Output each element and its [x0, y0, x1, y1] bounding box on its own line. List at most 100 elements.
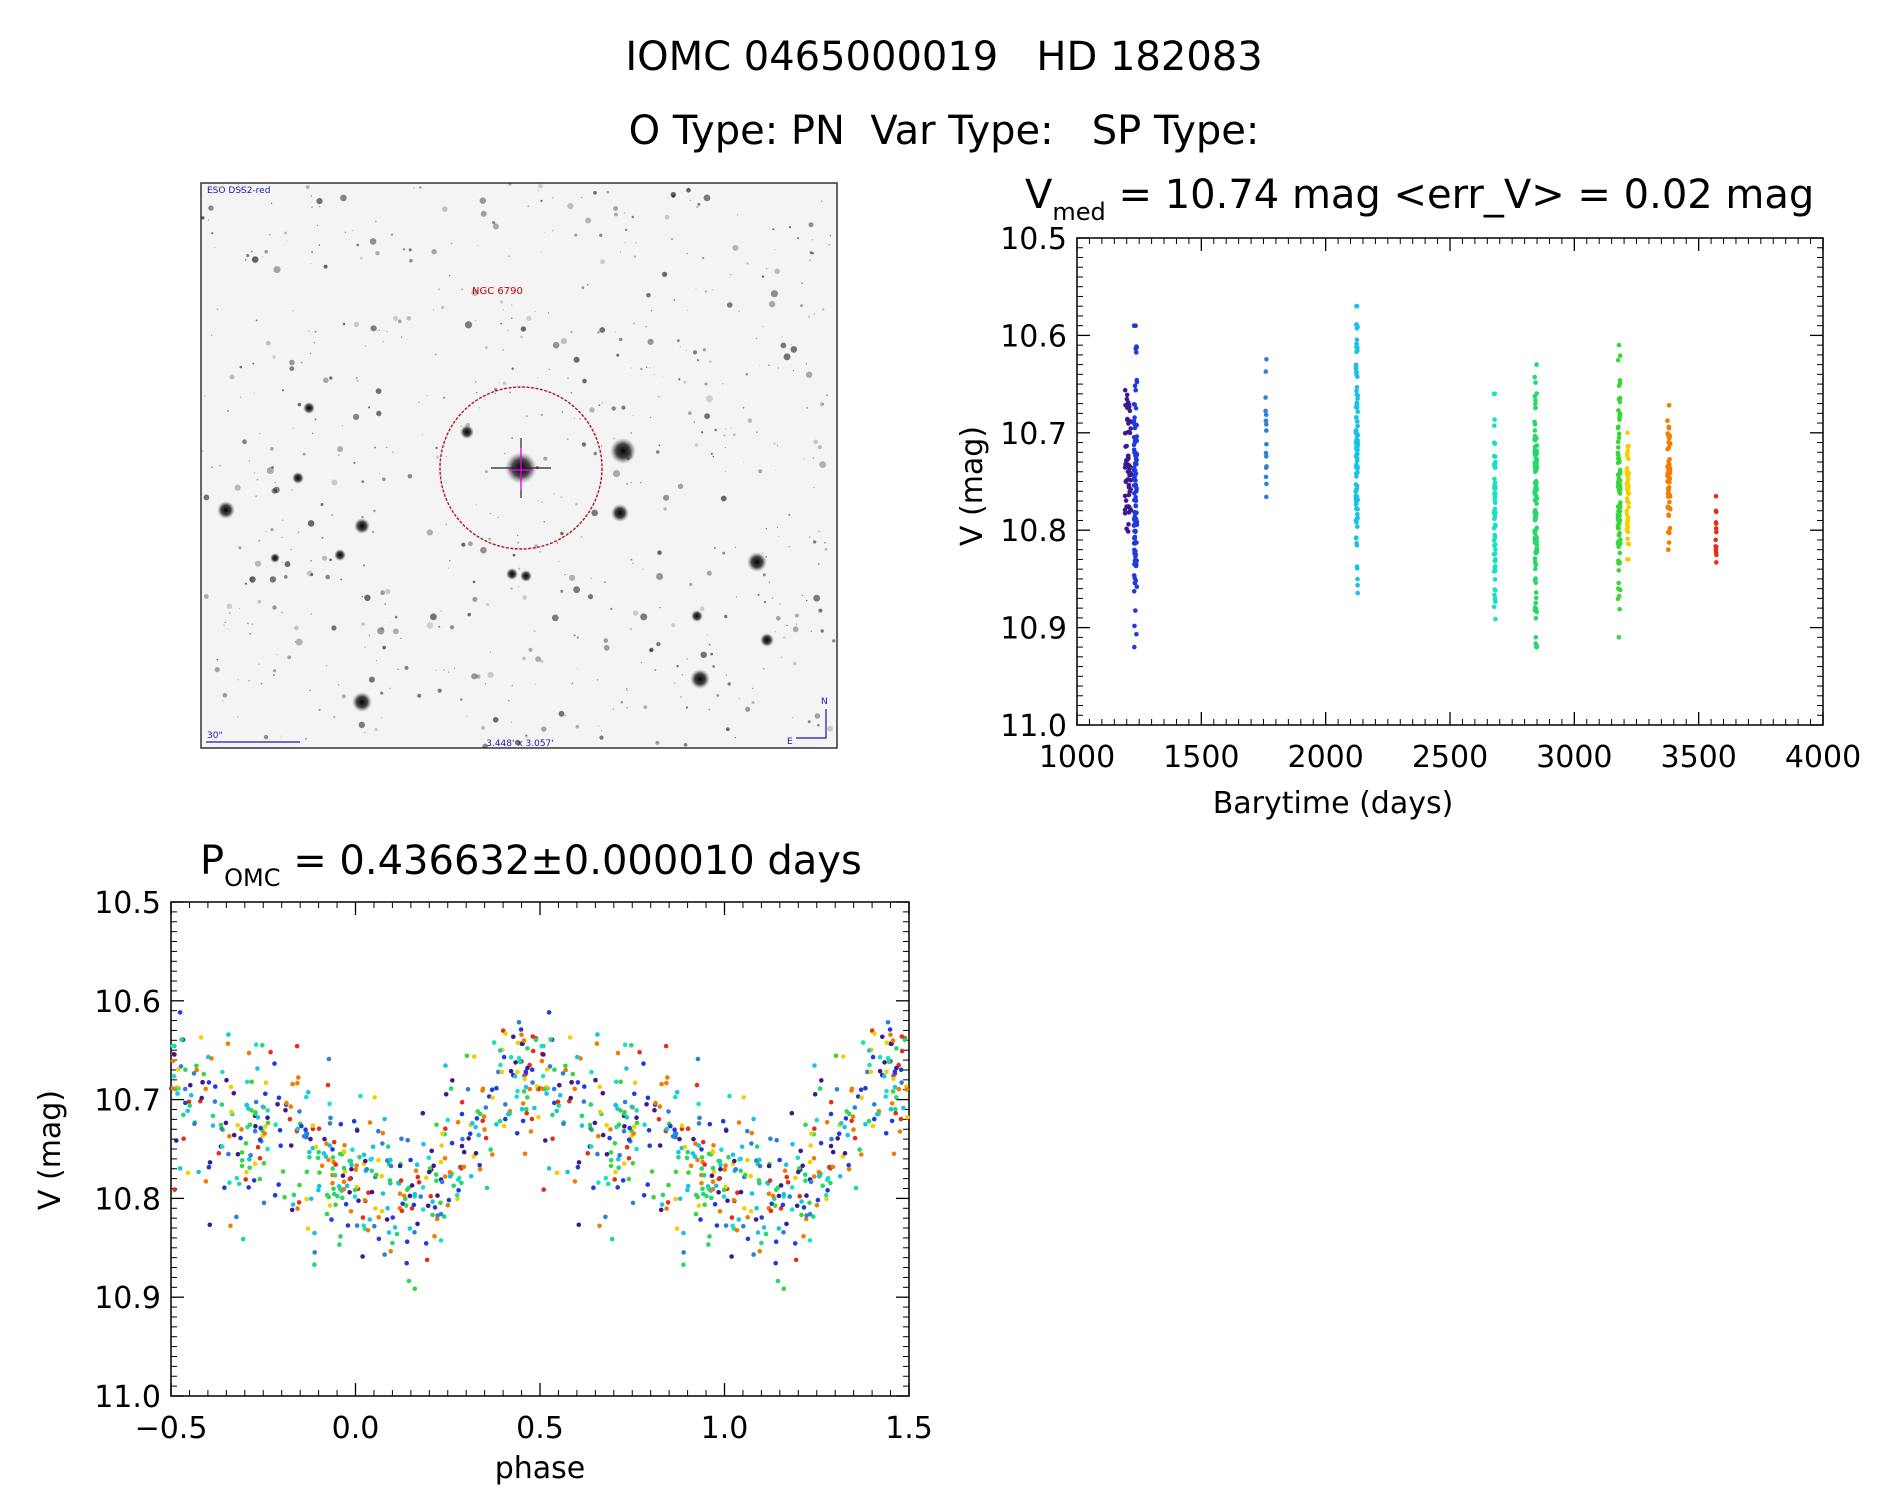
phase-point [513, 1060, 518, 1065]
phase-point [816, 1173, 822, 1179]
phase-point [503, 1031, 508, 1036]
lc-point [1617, 550, 1623, 556]
lc-point [1355, 515, 1360, 521]
star-dot [552, 229, 554, 232]
lc-point [1355, 348, 1360, 354]
star-dot [626, 482, 628, 485]
star-dot [613, 437, 615, 440]
phase-point [414, 1162, 420, 1167]
lc-point [1533, 566, 1538, 572]
star-dot [502, 381, 507, 386]
phase-point [315, 1155, 321, 1161]
phase-point [278, 1143, 284, 1148]
star-dot [251, 256, 259, 263]
star-dot [763, 668, 765, 670]
star-dot [512, 553, 516, 557]
star-dot [214, 667, 220, 673]
star-dot [598, 725, 600, 727]
lc-point [1616, 456, 1621, 461]
star-dot [525, 415, 528, 418]
phase-point [491, 1040, 497, 1045]
lc-point [1534, 362, 1539, 367]
star-dot [619, 251, 622, 253]
phase-point [634, 1146, 639, 1152]
lc-point [1263, 450, 1269, 456]
phase-point [387, 1178, 393, 1183]
phase-point [382, 1252, 387, 1257]
phase-point [188, 1092, 194, 1098]
phase-point [768, 1136, 773, 1142]
phase-point [902, 1037, 908, 1043]
lc-point [1666, 424, 1672, 430]
star-dot [380, 626, 385, 631]
phase-point [634, 1120, 640, 1126]
phase-point [698, 1217, 703, 1222]
phase-point [532, 1105, 537, 1111]
phase-point [290, 1081, 295, 1087]
lc-point [1532, 428, 1538, 433]
lc-point [1616, 342, 1622, 348]
lc-point [1263, 418, 1269, 424]
phase-point [238, 1135, 243, 1141]
phase-point [490, 1152, 495, 1157]
phase-point [347, 1190, 352, 1195]
phase-point [699, 1147, 704, 1152]
phase-point [796, 1166, 802, 1171]
phase-point [893, 1106, 898, 1112]
phase-point [603, 1175, 609, 1181]
star-dot [254, 560, 262, 567]
lc-point [1713, 520, 1719, 525]
star-dot [776, 444, 779, 446]
phase-point [376, 1157, 381, 1163]
phase-point [524, 1110, 529, 1116]
star-dot [255, 319, 258, 322]
star-dot [774, 248, 776, 251]
star-dot [502, 309, 504, 311]
phase-point [560, 1071, 566, 1076]
lc-point [1133, 563, 1139, 569]
star-dot [673, 299, 676, 301]
phase-point [305, 1090, 311, 1095]
star-dot [817, 724, 820, 727]
lc-point [1132, 383, 1138, 389]
star-dot [795, 623, 798, 625]
lc-point [1532, 559, 1538, 565]
star-dot [227, 628, 229, 630]
phase-point [892, 1084, 898, 1090]
lc-point [1534, 542, 1540, 547]
bright-star [334, 549, 346, 561]
phase-point [621, 1128, 627, 1134]
phase-point [503, 1116, 508, 1122]
y-tick-label: 10.5 [1000, 222, 1067, 257]
star-dot [510, 587, 513, 590]
star-dot [291, 489, 293, 491]
star-dot [340, 194, 347, 202]
lc-point [1492, 565, 1497, 571]
phase-point [313, 1144, 319, 1150]
star-dot [314, 330, 317, 333]
star-dot [520, 335, 523, 339]
phase-point [426, 1155, 432, 1161]
star-dot [272, 355, 276, 359]
lc-point [1132, 471, 1138, 477]
phase-point [515, 1088, 520, 1094]
phase-point [231, 1090, 237, 1096]
phase-point [385, 1144, 391, 1149]
phase-point [490, 1095, 495, 1101]
star-dot [580, 535, 583, 538]
phase-point [857, 1147, 862, 1152]
lc-point [1126, 522, 1131, 527]
phase-point [327, 1121, 333, 1126]
star-dot [632, 414, 634, 417]
star-dot [499, 300, 504, 304]
star-dot [440, 305, 445, 310]
star-dot [377, 627, 385, 635]
phase-point [219, 1126, 224, 1131]
phase-point [883, 1094, 888, 1099]
phase-point [716, 1190, 721, 1195]
phase-point [207, 1160, 213, 1165]
star-dot [686, 252, 689, 255]
phase-point [576, 1222, 582, 1228]
lc-point [1492, 597, 1498, 602]
phase-point [239, 1150, 245, 1155]
